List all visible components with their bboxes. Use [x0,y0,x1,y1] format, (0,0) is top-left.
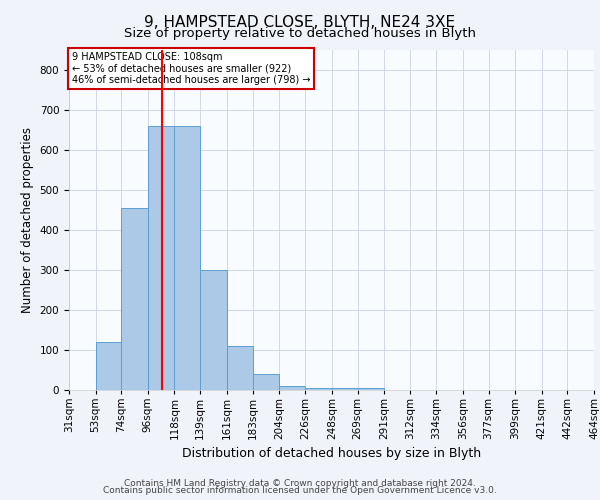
Bar [148,126,175,390]
Bar [121,208,148,390]
Y-axis label: Number of detached properties: Number of detached properties [21,127,34,313]
Bar [227,346,253,390]
Text: 9 HAMPSTEAD CLOSE: 108sqm
← 53% of detached houses are smaller (922)
46% of semi: 9 HAMPSTEAD CLOSE: 108sqm ← 53% of detac… [71,52,310,85]
Text: Size of property relative to detached houses in Blyth: Size of property relative to detached ho… [124,28,476,40]
Text: Contains HM Land Registry data © Crown copyright and database right 2024.: Contains HM Land Registry data © Crown c… [124,478,476,488]
Bar [358,388,384,390]
Bar [305,388,332,390]
Bar [200,270,227,390]
Text: 9, HAMPSTEAD CLOSE, BLYTH, NE24 3XE: 9, HAMPSTEAD CLOSE, BLYTH, NE24 3XE [145,15,455,30]
Bar [175,126,200,390]
Bar [279,386,305,390]
Bar [95,342,121,390]
X-axis label: Distribution of detached houses by size in Blyth: Distribution of detached houses by size … [182,448,481,460]
Bar [332,388,358,390]
Text: Contains public sector information licensed under the Open Government Licence v3: Contains public sector information licen… [103,486,497,495]
Bar [253,374,279,390]
